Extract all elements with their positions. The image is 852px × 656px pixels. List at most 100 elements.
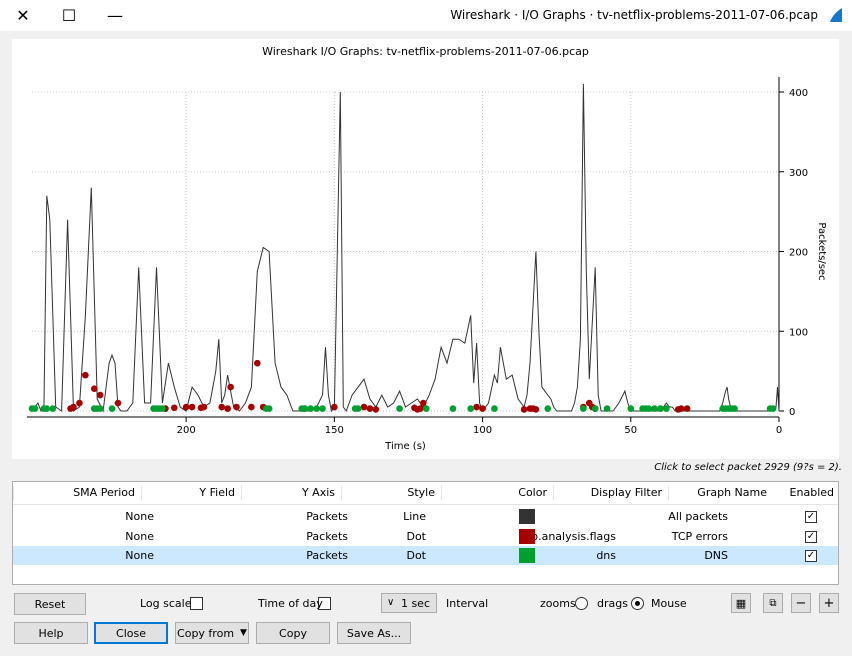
data-point-dns [150, 405, 157, 412]
table-row[interactable]: ✓ All packets Line Packets None [13, 507, 838, 526]
save-as-button[interactable]: Save As... [337, 622, 411, 644]
data-point-tcp-errors [90, 385, 98, 392]
data-point-dns [467, 405, 475, 412]
color-swatch[interactable] [519, 548, 535, 563]
data-point-tcp-errors [520, 406, 528, 413]
sma-period: None [125, 549, 154, 562]
data-point-tcp-errors [585, 399, 593, 407]
data-point-tcp-errors [96, 391, 104, 399]
y-axis: Packets [306, 530, 348, 543]
x-axis-label: Time (s) [384, 441, 426, 452]
display-filter: tcp.analysis.flags [520, 530, 616, 543]
data-point-dns [491, 405, 498, 412]
color-swatch[interactable] [519, 529, 535, 544]
data-point-tcp-errors [473, 403, 480, 411]
data-point-tcp-errors [674, 406, 682, 413]
zooms-radio[interactable] [575, 597, 588, 610]
data-point-tcp-errors [411, 404, 418, 412]
data-point-dns [544, 405, 552, 412]
data-point-tcp-errors [248, 403, 255, 411]
col-y-axis[interactable]: Y Axis [241, 486, 341, 500]
color-swatch[interactable] [519, 509, 535, 524]
data-point-dns [580, 405, 587, 412]
chart-svg[interactable]: 0 100 200 300 400 0 50 100 150 200 Time (s) Packets… [12, 39, 839, 459]
chevron-down-icon: ∨ [387, 597, 395, 608]
col-color[interactable]: Color [441, 486, 553, 500]
mouse-label: Mouse [651, 597, 687, 610]
data-point-dns [108, 405, 116, 412]
time-of-day-checkbox[interactable] [318, 597, 331, 610]
data-point-dns [603, 405, 611, 412]
interval-select[interactable]: ∨ 1 sec [381, 593, 437, 613]
interval-label: Interval [446, 597, 489, 610]
enabled-checkbox[interactable]: ✓ [805, 531, 817, 543]
dropdown-arrow-icon: ▼ [240, 628, 247, 638]
graph-name: TCP errors [671, 530, 728, 543]
clear-graphs-icon[interactable]: ▦ [731, 593, 751, 613]
data-point-dns [651, 405, 658, 412]
data-point-tcp-errors [526, 405, 534, 412]
y-tick-label: 400 [789, 88, 808, 99]
data-point-tcp-errors [479, 405, 486, 412]
drags-radio[interactable] [631, 597, 644, 610]
x-tick-label: 50 [624, 425, 637, 436]
data-point-dns [49, 405, 57, 412]
enabled-checkbox[interactable]: ✓ [805, 550, 817, 562]
minimize-window-button[interactable]: — [107, 6, 123, 25]
status-hint: Click to select packet 2929 (9?s = 2). [654, 462, 842, 473]
data-point-tcp-errors [197, 404, 205, 412]
copy-graph-icon[interactable]: ⧉ [763, 593, 783, 613]
data-point-tcp-errors [227, 383, 234, 391]
add-graph-button[interactable]: + [819, 593, 839, 613]
data-point-tcp-errors [372, 406, 380, 413]
copy-button[interactable]: Copy [256, 622, 330, 644]
x-tick-label: 100 [473, 425, 492, 436]
data-point-dns [663, 405, 670, 412]
col-enabled[interactable]: Enabled [789, 486, 834, 499]
data-point-tcp-errors [76, 399, 83, 407]
wireshark-fin-icon [830, 8, 842, 22]
graph-table[interactable]: Enabled Graph Name Display Filter Color … [12, 481, 839, 585]
data-point-tcp-errors [67, 405, 74, 412]
graph-style: Dot [406, 530, 426, 543]
log-scale-checkbox[interactable] [190, 597, 203, 610]
y-tick-label: 0 [789, 407, 795, 418]
close-button[interactable]: Close [94, 622, 168, 644]
data-point-tcp-errors [82, 371, 89, 379]
x-tick-label: 200 [177, 425, 196, 436]
table-row[interactable]: ✓ DNS dns Dot Packets None [13, 546, 838, 565]
copy-from-button[interactable]: Copy from ▼ [175, 622, 249, 644]
data-point-dns [657, 405, 664, 412]
display-filter: dns [596, 549, 616, 562]
data-point-dns [307, 405, 314, 412]
remove-graph-button[interactable]: − [791, 593, 811, 613]
data-point-tcp-errors [182, 403, 190, 411]
x-tick-label: 150 [325, 425, 344, 436]
plot-title: Wireshark I/O Graphs: tv-netflix-problem… [262, 45, 589, 58]
col-display-filter[interactable]: Display Filter [553, 486, 668, 500]
series-line-all-packets [31, 83, 780, 413]
col-style[interactable]: Style [341, 486, 441, 500]
col-sma-period[interactable]: SMA Period [13, 486, 141, 500]
data-point-tcp-errors [419, 399, 427, 407]
close-window-button[interactable]: ✕ [16, 6, 30, 25]
reset-button[interactable]: Reset [14, 593, 86, 615]
graph-style: Dot [406, 549, 426, 562]
data-point-tcp-errors [360, 403, 368, 411]
y-tick-label: 300 [789, 168, 808, 179]
help-button[interactable]: Help [14, 622, 88, 644]
copy-from-label: Copy from [177, 626, 235, 640]
data-point-tcp-errors [331, 403, 338, 411]
time-of-day-label: Time of day [258, 597, 323, 610]
data-point-tcp-errors [253, 359, 261, 367]
enabled-checkbox[interactable]: ✓ [805, 511, 817, 523]
table-row[interactable]: ✓ TCP errors tcp.analysis.flags Dot Pack… [13, 527, 838, 546]
col-graph-name[interactable]: Graph Name [668, 486, 773, 500]
sma-period: None [125, 510, 154, 523]
interval-value: 1 sec [400, 597, 430, 610]
maximize-window-button[interactable]: ☐ [61, 6, 77, 25]
io-graph-plot[interactable]: Wireshark I/O Graphs: tv-netflix-problem… [12, 39, 839, 459]
x-tick-label: 0 [776, 425, 782, 436]
data-point-tcp-errors [366, 405, 374, 412]
col-y-field[interactable]: Y Field [141, 486, 241, 500]
